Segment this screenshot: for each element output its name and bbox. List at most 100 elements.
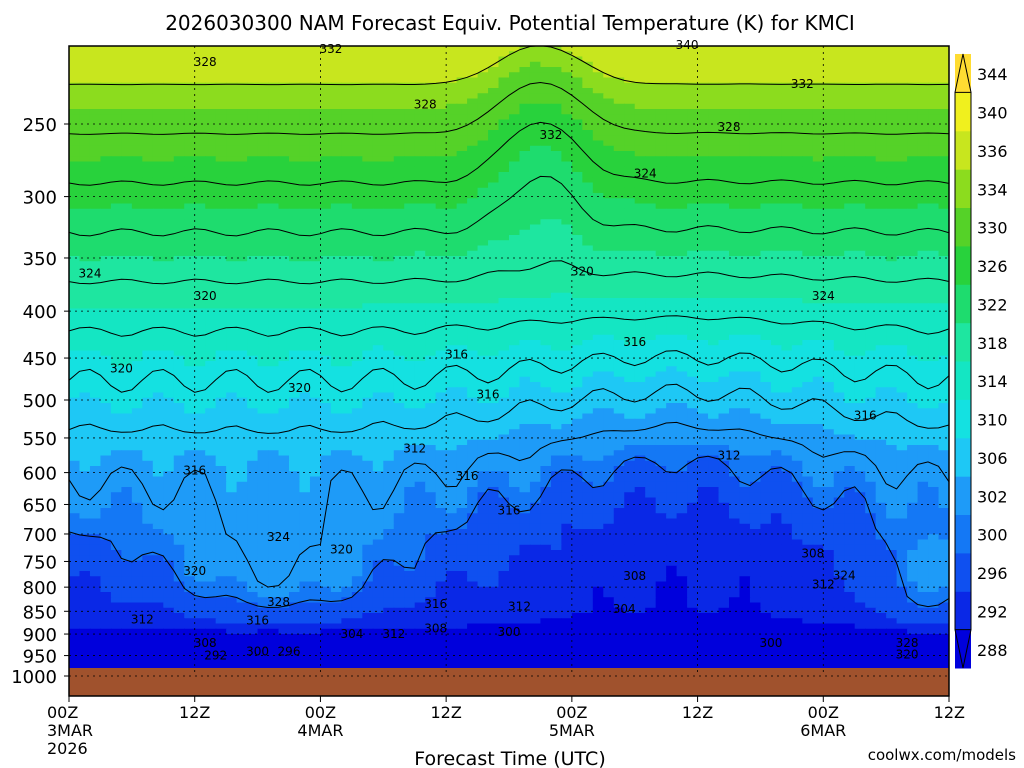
heat-cell <box>236 219 248 226</box>
heat-cell <box>257 187 269 194</box>
heat-cell <box>351 145 363 152</box>
heat-cell <box>299 292 311 299</box>
heat-cell <box>791 56 803 63</box>
heat-cell <box>142 224 154 231</box>
heat-cell <box>142 51 154 58</box>
heat-cell <box>393 240 405 247</box>
heat-cell <box>886 350 898 357</box>
heat-cell <box>425 140 437 147</box>
heat-cell <box>666 140 678 147</box>
heat-cell <box>655 324 667 331</box>
heat-cell <box>100 119 112 126</box>
heat-cell <box>645 72 657 79</box>
heat-cell <box>194 124 206 131</box>
heat-cell <box>886 166 898 173</box>
heat-cell <box>236 51 248 58</box>
heat-cell <box>676 329 688 336</box>
heat-cell <box>383 119 395 126</box>
heat-cell <box>697 61 709 68</box>
heat-cell <box>760 88 772 94</box>
heat-cell <box>561 172 573 178</box>
heat-cell <box>844 109 856 115</box>
heat-cell <box>844 292 856 299</box>
heat-cell <box>488 298 500 304</box>
heat-cell <box>697 172 709 178</box>
heat-cell <box>708 303 720 310</box>
heat-cell <box>791 208 803 215</box>
heat-cell <box>121 224 133 231</box>
heat-cell <box>100 103 112 110</box>
heat-cell <box>393 177 405 184</box>
heat-cell <box>467 177 479 184</box>
heat-cell <box>550 224 562 231</box>
heat-cell <box>289 67 301 73</box>
heat-cell <box>205 298 217 304</box>
heat-cell <box>938 156 949 163</box>
heat-cell <box>289 145 301 152</box>
heat-cell <box>89 135 102 142</box>
heat-cell <box>121 303 133 310</box>
heat-cell <box>687 67 699 73</box>
heat-cell <box>446 266 458 273</box>
heat-cell <box>184 88 196 94</box>
heat-cell <box>351 72 363 79</box>
heat-cell <box>519 145 531 152</box>
heat-cell <box>79 261 91 268</box>
heat-cell <box>844 271 856 278</box>
heat-cell <box>152 151 164 157</box>
heat-cell <box>341 140 353 147</box>
heat-cell <box>414 161 426 168</box>
heat-cell <box>791 229 803 236</box>
heat-cell <box>278 245 290 252</box>
heat-cell <box>854 256 866 262</box>
heat-cell <box>550 250 562 257</box>
heat-cell <box>812 124 824 131</box>
heat-cell <box>582 224 594 231</box>
heat-cell <box>760 177 772 184</box>
heat-cell <box>488 98 500 105</box>
heat-cell <box>697 93 709 100</box>
heat-cell <box>393 208 405 215</box>
heat-cell <box>582 282 594 289</box>
heat-cell <box>152 350 164 357</box>
heat-cell <box>498 229 510 236</box>
heat-cell <box>938 182 949 189</box>
heat-cell <box>896 46 908 52</box>
heat-cell <box>79 287 91 294</box>
heat-cell <box>624 114 636 121</box>
heat-cell <box>79 130 91 136</box>
heat-cell <box>110 334 122 341</box>
heat-cell <box>215 56 227 63</box>
heat-cell <box>425 114 437 121</box>
heat-cell <box>509 266 521 273</box>
heat-cell <box>613 77 625 84</box>
heat-cell <box>215 324 227 331</box>
heat-cell <box>729 345 741 352</box>
heat-cell <box>802 103 814 110</box>
heat-cell <box>854 46 866 52</box>
heat-cell <box>896 124 908 131</box>
heat-cell <box>257 114 269 121</box>
heat-cell <box>697 77 709 84</box>
heat-cell <box>844 214 856 220</box>
heat-cell <box>414 298 426 304</box>
heat-cell <box>446 219 458 226</box>
heat-cell <box>414 319 426 325</box>
heat-cell <box>110 145 122 152</box>
heat-cell <box>896 277 908 283</box>
heat-cell <box>823 303 835 310</box>
heat-cell <box>184 151 196 157</box>
heat-cell <box>917 88 929 94</box>
heat-cell <box>268 266 280 273</box>
heat-cell <box>477 135 489 142</box>
heat-cell <box>509 109 521 115</box>
heat-cell <box>833 329 845 336</box>
heat-cell <box>833 261 845 268</box>
heat-cell <box>404 203 416 210</box>
heat-cell <box>760 282 772 289</box>
heat-cell <box>435 103 447 110</box>
heat-cell <box>69 245 81 252</box>
heat-cell <box>215 198 227 205</box>
heat-cell <box>257 56 269 63</box>
heat-cell <box>488 145 500 152</box>
